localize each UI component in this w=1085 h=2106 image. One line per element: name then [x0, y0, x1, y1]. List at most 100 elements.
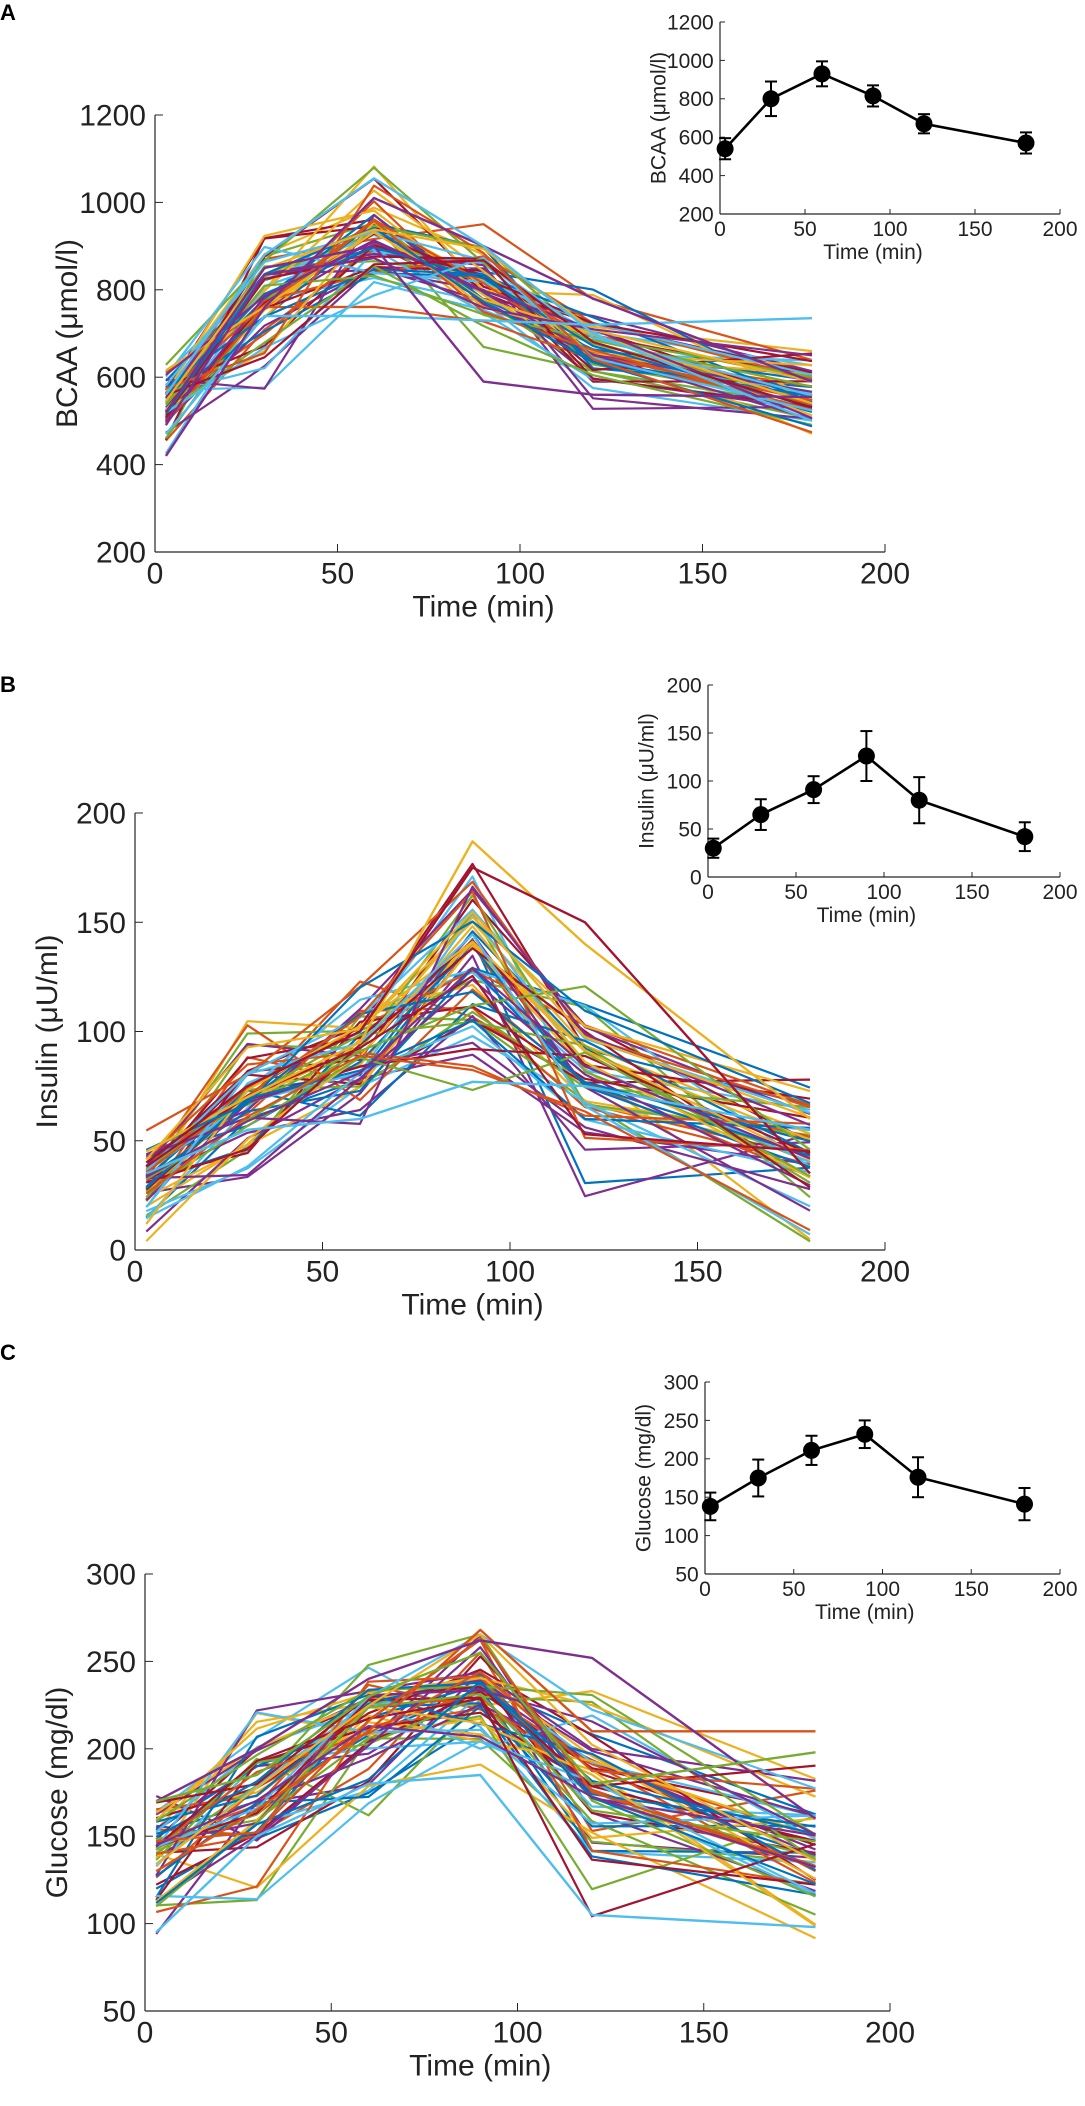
series-line — [155, 1639, 817, 1820]
mean-line — [709, 1432, 1025, 1508]
x-tick-label: 200 — [860, 1256, 910, 1289]
y-tick-label: 50 — [678, 818, 701, 841]
y-tick-label: 1000 — [79, 187, 146, 220]
series-line — [155, 1763, 816, 1940]
series-line — [146, 954, 811, 1198]
series-line — [164, 196, 813, 457]
y-axis-label: Insulin (μU/ml) — [635, 713, 658, 849]
y-axis-label: Insulin (μU/ml) — [31, 935, 64, 1129]
panel-label-b: B — [0, 672, 16, 697]
x-axis-label: Time (min) — [817, 904, 917, 927]
data-point — [864, 87, 882, 105]
panel-label-a: A — [0, 0, 16, 25]
y-axis-label: Glucose (mg/dl) — [41, 1687, 74, 1899]
x-tick-label: 0 — [147, 558, 164, 591]
series-line — [145, 1051, 811, 1161]
series-line — [155, 1651, 816, 1803]
series-line — [145, 947, 811, 1189]
data-point — [1017, 134, 1035, 152]
y-tick-label: 200 — [96, 537, 146, 570]
y-tick-label: 100 — [664, 1525, 699, 1548]
x-tick-label: 200 — [860, 558, 910, 591]
y-tick-label: 200 — [86, 1733, 136, 1766]
series-line — [165, 265, 813, 427]
y-tick-label: 600 — [679, 127, 714, 150]
data-point — [762, 90, 780, 108]
y-tick-label: 1200 — [667, 11, 714, 34]
x-tick-label: 150 — [954, 1578, 989, 1601]
data-point — [915, 115, 933, 133]
x-axis-label: Time (min) — [823, 241, 923, 264]
y-tick-label: 200 — [664, 1448, 699, 1471]
x-axis-label: Time (min) — [412, 591, 554, 624]
y-tick-label: 0 — [690, 866, 702, 889]
data-point — [909, 1468, 927, 1486]
series-line — [145, 866, 811, 1175]
series-line — [165, 259, 813, 409]
y-axis-label: BCAA (μmol/l) — [51, 239, 84, 428]
x-tick-label: 50 — [315, 2017, 348, 2050]
series-group — [164, 165, 813, 457]
y-tick-label: 800 — [96, 274, 146, 307]
y-tick-label: 1200 — [79, 100, 146, 133]
series-line — [165, 232, 813, 418]
series-group — [155, 1628, 817, 1940]
y-tick-label: 400 — [96, 449, 146, 482]
y-tick-label: 200 — [667, 674, 702, 697]
series-line — [155, 1681, 816, 1838]
x-tick-label: 50 — [306, 1256, 339, 1289]
y-tick-label: 50 — [675, 1563, 698, 1586]
mean-line — [712, 754, 1026, 850]
data-point — [856, 1425, 874, 1443]
y-tick-label: 300 — [664, 1371, 699, 1394]
panel-label-c: C — [0, 1340, 16, 1365]
x-tick-label: 100 — [492, 2017, 542, 2050]
x-tick-label: 0 — [714, 218, 726, 241]
x-tick-label: 150 — [954, 881, 989, 904]
y-tick-label: 150 — [667, 722, 702, 745]
series-line — [165, 226, 813, 428]
data-point — [803, 1441, 820, 1459]
x-tick-label: 150 — [679, 2017, 729, 2050]
series-line — [164, 314, 813, 435]
data-point — [752, 806, 770, 824]
y-tick-label: 200 — [76, 798, 126, 831]
x-tick-label: 100 — [866, 881, 901, 904]
y-tick-label: 50 — [93, 1125, 126, 1158]
series-line — [155, 1670, 816, 1847]
y-tick-label: 200 — [679, 203, 714, 226]
x-axis-label: Time (min) — [815, 1601, 915, 1624]
chart-a-inset: 0 50 100 150 200 200 400 600 800 1000 1200 Time (mi… — [647, 11, 1077, 264]
y-tick-label: 0 — [109, 1235, 126, 1268]
y-tick-label: 100 — [86, 1908, 136, 1941]
data-point — [749, 1469, 767, 1487]
x-tick-label: 100 — [495, 558, 545, 591]
x-tick-label: 100 — [865, 1578, 900, 1601]
series-line — [145, 910, 811, 1161]
x-tick-label: 150 — [672, 1256, 722, 1289]
series-line — [164, 244, 813, 413]
y-tick-label: 150 — [76, 907, 126, 940]
series-line — [145, 840, 811, 1153]
x-tick-label: 100 — [485, 1256, 535, 1289]
series-line — [145, 974, 811, 1168]
x-tick-label: 0 — [127, 1256, 144, 1289]
series-line — [155, 1633, 816, 1849]
series-line — [164, 177, 813, 423]
series-line — [155, 1628, 816, 1873]
y-tick-label: 1000 — [667, 50, 714, 73]
data-point — [813, 65, 831, 83]
series-line — [145, 933, 811, 1236]
x-tick-label: 0 — [699, 1578, 711, 1601]
x-tick-label: 50 — [321, 558, 354, 591]
x-tick-label: 200 — [1042, 881, 1077, 904]
data-point — [857, 747, 875, 765]
y-tick-label: 300 — [86, 1559, 136, 1592]
series-line — [145, 966, 811, 1178]
series-line — [155, 1697, 816, 1918]
y-tick-label: 50 — [103, 1996, 136, 2029]
